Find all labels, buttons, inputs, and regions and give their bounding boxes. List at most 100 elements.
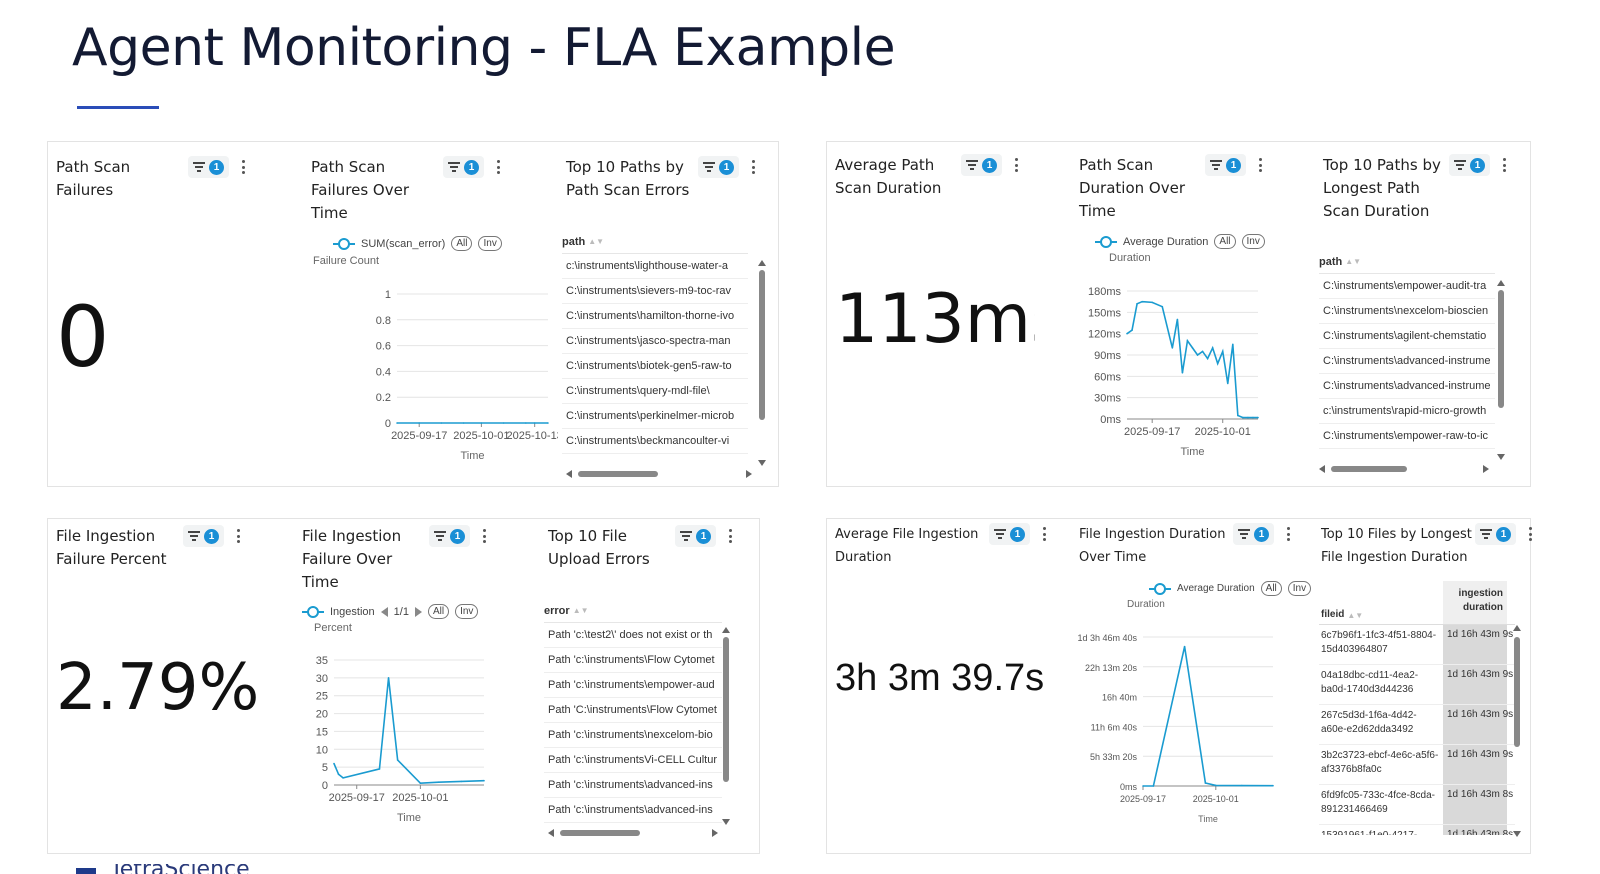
data-point[interactable] <box>1247 416 1249 419</box>
table-row[interactable]: c:\instruments\lighthouse-water-a <box>562 254 748 279</box>
more-options-icon[interactable] <box>1008 156 1024 174</box>
column-header-fileid[interactable]: fileid ▲▼ <box>1321 609 1364 620</box>
table-row[interactable]: C:\instruments\agilent-chemstatio <box>1319 324 1495 349</box>
data-point[interactable] <box>1257 416 1259 419</box>
vertical-scrollbar[interactable] <box>1497 280 1505 460</box>
table-row[interactable]: Path 'c:\instrumentsVi-CELL Cultur <box>544 748 722 773</box>
sort-icon[interactable]: ▲▼ <box>1345 257 1362 266</box>
table-row[interactable]: 6c7b96f1-1fc3-4f51-8804-15d403964807 1d 1… <box>1319 625 1515 665</box>
table-row[interactable]: c:\instruments\rapid-micro-growth <box>1319 399 1495 424</box>
filter-button[interactable]: 1 <box>989 523 1030 545</box>
scroll-thumb[interactable] <box>723 637 729 782</box>
scroll-down-icon[interactable] <box>1513 831 1521 837</box>
more-options-icon[interactable] <box>1036 525 1052 543</box>
scroll-right-icon[interactable] <box>746 470 752 478</box>
legend-series-label[interactable]: Average Duration <box>1123 235 1209 248</box>
table-row[interactable]: C:\instruments\sievers-m9-toc-rav <box>562 279 748 304</box>
data-point[interactable] <box>1171 347 1174 349</box>
table-row[interactable]: 04a18dbc-cd11-4ea2-ba0d-1740d3d44236 1d 1… <box>1319 665 1515 705</box>
legend-inverse-button[interactable]: Inv <box>455 604 479 619</box>
scroll-thumb[interactable] <box>1498 290 1504 408</box>
table-header[interactable]: error ▲▼ <box>544 599 722 623</box>
column-header-path[interactable]: path <box>1319 255 1343 268</box>
data-point[interactable] <box>1152 785 1155 787</box>
data-point[interactable] <box>419 782 422 785</box>
data-point[interactable] <box>1206 357 1209 360</box>
column-header-error[interactable]: error <box>544 604 570 617</box>
legend-series-label[interactable]: Average Duration <box>1177 583 1255 594</box>
table-row[interactable]: Path 'c:\instruments\nexcelom-bio <box>544 723 722 748</box>
data-point[interactable] <box>1196 354 1199 356</box>
data-point[interactable] <box>1226 382 1229 385</box>
column-header-path[interactable]: path <box>562 235 586 248</box>
more-options-icon[interactable] <box>745 158 761 176</box>
scroll-down-icon[interactable] <box>1497 454 1505 460</box>
data-point[interactable] <box>1186 339 1189 342</box>
series-line[interactable] <box>333 677 485 785</box>
legend-all-button[interactable]: All <box>427 604 450 619</box>
data-point[interactable] <box>483 779 485 782</box>
data-point[interactable] <box>1241 784 1243 787</box>
data-point[interactable] <box>1131 329 1133 331</box>
scroll-up-icon[interactable] <box>722 627 730 633</box>
table-row[interactable]: 15391961-f1e0-4217-be22-1d 16h 43m 8s <box>1319 825 1515 835</box>
table-row[interactable]: C:\instruments\advanced-instrume <box>1319 349 1495 374</box>
legend-prev-icon[interactable] <box>380 606 388 617</box>
table-row[interactable]: C:\instruments\nexcelom-bioscien <box>1319 299 1495 324</box>
data-point[interactable] <box>1232 343 1234 346</box>
table-row[interactable]: C:\instruments\query-mdl-file\ <box>562 379 748 404</box>
table-row[interactable]: C:\instruments\empower-audit-tra <box>1319 274 1495 299</box>
filter-button[interactable]: 1 <box>1475 523 1516 545</box>
data-point[interactable] <box>1136 303 1138 305</box>
data-point[interactable] <box>337 773 340 776</box>
more-options-icon[interactable] <box>235 158 251 176</box>
table-header[interactable]: path ▲▼ <box>562 230 748 254</box>
data-point[interactable] <box>418 422 421 424</box>
scroll-right-icon[interactable] <box>1483 465 1489 473</box>
filter-button[interactable]: 1 <box>1449 154 1490 176</box>
data-point[interactable] <box>1252 416 1254 419</box>
data-point[interactable] <box>524 422 527 424</box>
scroll-thumb[interactable] <box>1514 637 1520 747</box>
table-row[interactable]: Path 'c:\instruments\Flow Cytomet <box>544 648 722 673</box>
scroll-right-icon[interactable] <box>712 829 718 837</box>
legend-series-label[interactable]: Ingestion <box>330 605 375 618</box>
more-options-icon[interactable] <box>476 527 492 545</box>
data-point[interactable] <box>378 768 381 770</box>
legend-all-button[interactable]: All <box>451 236 473 251</box>
table-row[interactable]: 6fd9fc05-733c-4fce-8cda-891231466469 1d 1… <box>1319 785 1515 825</box>
data-point[interactable] <box>440 422 443 424</box>
data-point[interactable] <box>1237 414 1239 417</box>
sort-icon[interactable]: ▲▼ <box>588 237 605 246</box>
more-options-icon[interactable] <box>1522 525 1538 543</box>
scroll-left-icon[interactable] <box>566 470 572 478</box>
column-header-ingestion-duration[interactable]: ingestion duration <box>1443 581 1507 624</box>
vertical-scrollbar[interactable] <box>1513 625 1521 837</box>
table-row[interactable]: Path 'c:\instruments\empower-aud <box>544 673 722 698</box>
horizontal-scrollbar[interactable] <box>566 470 752 478</box>
scroll-up-icon[interactable] <box>758 260 766 266</box>
data-point[interactable] <box>1141 300 1143 303</box>
data-point[interactable] <box>342 777 344 779</box>
data-point[interactable] <box>460 780 463 783</box>
filter-button[interactable]: 1 <box>183 525 224 547</box>
table-row[interactable]: Path 'C:\instruments\Flow Cytomet <box>544 698 722 723</box>
scroll-up-icon[interactable] <box>1513 625 1521 631</box>
table-row[interactable]: 267c5d3d-1f6a-4d42-a60e-e2d62dda3492 1d 1… <box>1319 705 1515 745</box>
data-point[interactable] <box>1204 782 1207 784</box>
horizontal-scrollbar[interactable] <box>1319 465 1489 473</box>
data-point[interactable] <box>1221 350 1224 353</box>
data-point[interactable] <box>547 422 549 424</box>
filter-button[interactable]: 1 <box>1205 154 1246 176</box>
legend-inverse-button[interactable]: Inv <box>1287 581 1312 596</box>
scroll-left-icon[interactable] <box>548 829 554 837</box>
scroll-down-icon[interactable] <box>722 819 730 825</box>
legend-series-label[interactable]: SUM(scan_error) <box>361 237 446 250</box>
more-options-icon[interactable] <box>230 527 246 545</box>
filter-button[interactable]: 1 <box>675 525 716 547</box>
scroll-down-icon[interactable] <box>758 460 766 466</box>
data-point[interactable] <box>333 762 335 765</box>
sort-icon[interactable]: ▲▼ <box>572 606 589 615</box>
data-point[interactable] <box>462 422 465 424</box>
data-point[interactable] <box>1211 347 1214 349</box>
